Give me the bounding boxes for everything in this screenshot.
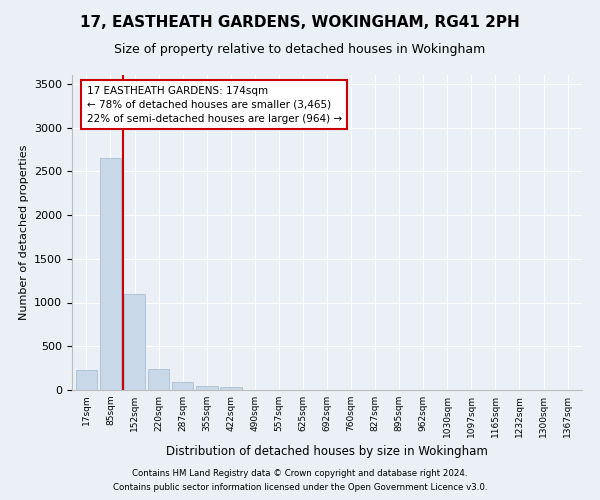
Text: 17 EASTHEATH GARDENS: 174sqm
← 78% of detached houses are smaller (3,465)
22% of: 17 EASTHEATH GARDENS: 174sqm ← 78% of de… [86,86,342,124]
Bar [100,158,121,390]
Text: Contains public sector information licensed under the Open Government Licence v3: Contains public sector information licen… [113,484,487,492]
Text: 17, EASTHEATH GARDENS, WOKINGHAM, RG41 2PH: 17, EASTHEATH GARDENS, WOKINGHAM, RG41 2… [80,15,520,30]
Bar [124,294,145,390]
Bar [172,382,193,390]
Text: Size of property relative to detached houses in Wokingham: Size of property relative to detached ho… [115,42,485,56]
Text: Contains HM Land Registry data © Crown copyright and database right 2024.: Contains HM Land Registry data © Crown c… [132,468,468,477]
Bar [148,369,169,390]
Bar [76,370,97,390]
Y-axis label: Number of detached properties: Number of detached properties [19,145,29,320]
Bar [220,387,242,390]
Bar [196,386,218,390]
X-axis label: Distribution of detached houses by size in Wokingham: Distribution of detached houses by size … [166,446,488,458]
